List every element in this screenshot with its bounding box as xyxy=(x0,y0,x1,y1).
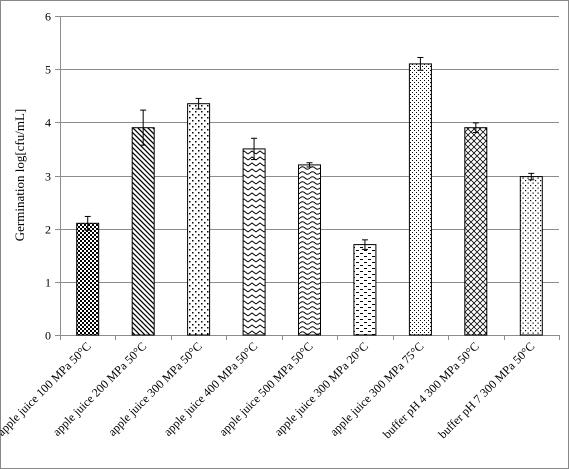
error-bar xyxy=(472,122,479,133)
y-tick-label: 4 xyxy=(45,116,51,130)
error-bar xyxy=(417,56,424,71)
error-bar xyxy=(251,137,258,161)
y-tick-labels: 0 1 2 3 4 5 6 xyxy=(45,10,51,343)
x-tick-label: buffer pH 4 300 MPa 50°C xyxy=(380,339,482,441)
y-axis-label: Germination log[cfu/mL] xyxy=(12,109,27,242)
y-tick-label: 0 xyxy=(45,329,51,343)
x-tick-label: apple juice 400 MPa 50°C xyxy=(161,339,261,439)
bars xyxy=(76,63,543,336)
x-tick-label: apple juice 300 MPa 20°C xyxy=(271,339,371,439)
y-tick-label: 5 xyxy=(45,63,51,77)
bar xyxy=(353,244,377,336)
error-bar xyxy=(195,97,202,110)
bar xyxy=(408,63,432,336)
x-tick-label: apple juice 300 MPa 50°C xyxy=(105,339,205,439)
error-bar xyxy=(528,172,535,181)
bar xyxy=(131,127,155,336)
y-tick-label: 6 xyxy=(45,10,51,24)
x-tick-label: apple juice 100 MPa 50°C xyxy=(0,339,94,439)
bar xyxy=(187,103,211,336)
bar xyxy=(242,148,266,336)
y-tick-label: 3 xyxy=(45,170,51,184)
bar xyxy=(464,127,488,336)
error-bar xyxy=(361,239,368,250)
bar xyxy=(519,176,543,336)
x-tick-label: buffer pH 7 300 MPa 50°C xyxy=(435,339,537,441)
error-bar xyxy=(306,162,313,168)
error-bar xyxy=(140,109,147,146)
x-tick-label: apple juice 200 MPa 50°C xyxy=(50,339,150,439)
error-bar xyxy=(84,215,91,231)
error-bars xyxy=(84,56,535,250)
bar xyxy=(298,164,321,336)
y-tick-label: 1 xyxy=(45,276,51,290)
x-tick-label: apple juice 300 MPa 75°C xyxy=(327,339,427,439)
bar xyxy=(76,222,100,336)
y-tick-label: 2 xyxy=(45,223,51,237)
x-tick-label: apple juice 500 MPa 50°C xyxy=(216,339,316,439)
